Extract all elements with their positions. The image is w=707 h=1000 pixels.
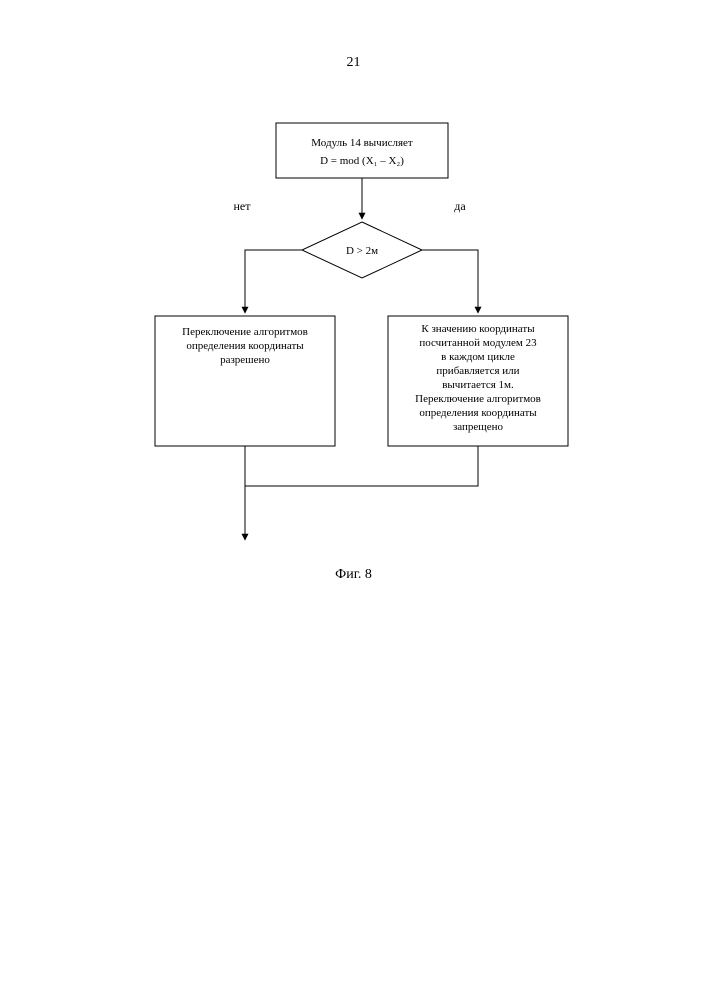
left-line1: Переключение алгоритмов [182, 326, 308, 338]
edge-decision-right [422, 250, 478, 313]
right-line3: в каждом цикле [441, 351, 515, 363]
top-process-line1: Модуль 14 вычисляет [311, 137, 413, 149]
right-line5: вычитается 1м. [442, 379, 514, 391]
right-line4: прибавляется или [436, 365, 519, 377]
right-line8: запрещено [453, 421, 504, 433]
top-process-line2: D = mod (X₁ – X₂) [320, 155, 404, 167]
edge-decision-left [245, 250, 302, 313]
page: 21 Модуль 14 вычисляет D = mod (X₁ – X₂)… [0, 0, 707, 1000]
right-line7: определения координаты [419, 407, 537, 419]
right-line1: К значению координаты [421, 323, 535, 335]
flowchart-svg: Модуль 14 вычисляет D = mod (X₁ – X₂) D … [0, 0, 707, 1000]
right-line2: посчитанной модулем 23 [419, 337, 537, 349]
node-right-process: К значению координаты посчитанной модуле… [388, 316, 568, 446]
left-line3: разрешено [220, 354, 270, 366]
node-top-process: Модуль 14 вычисляет D = mod (X₁ – X₂) [276, 123, 448, 178]
node-left-process: Переключение алгоритмов определения коор… [155, 316, 335, 446]
edge-right-merge [245, 446, 478, 486]
figure-caption: Фиг. 8 [0, 567, 707, 583]
node-decision: D > 2м [302, 222, 422, 278]
label-no: нет [234, 199, 252, 213]
right-line6: Переключение алгоритмов [415, 393, 541, 405]
decision-text: D > 2м [346, 245, 378, 257]
label-yes: да [454, 199, 466, 213]
left-line2: определения координаты [186, 340, 304, 352]
